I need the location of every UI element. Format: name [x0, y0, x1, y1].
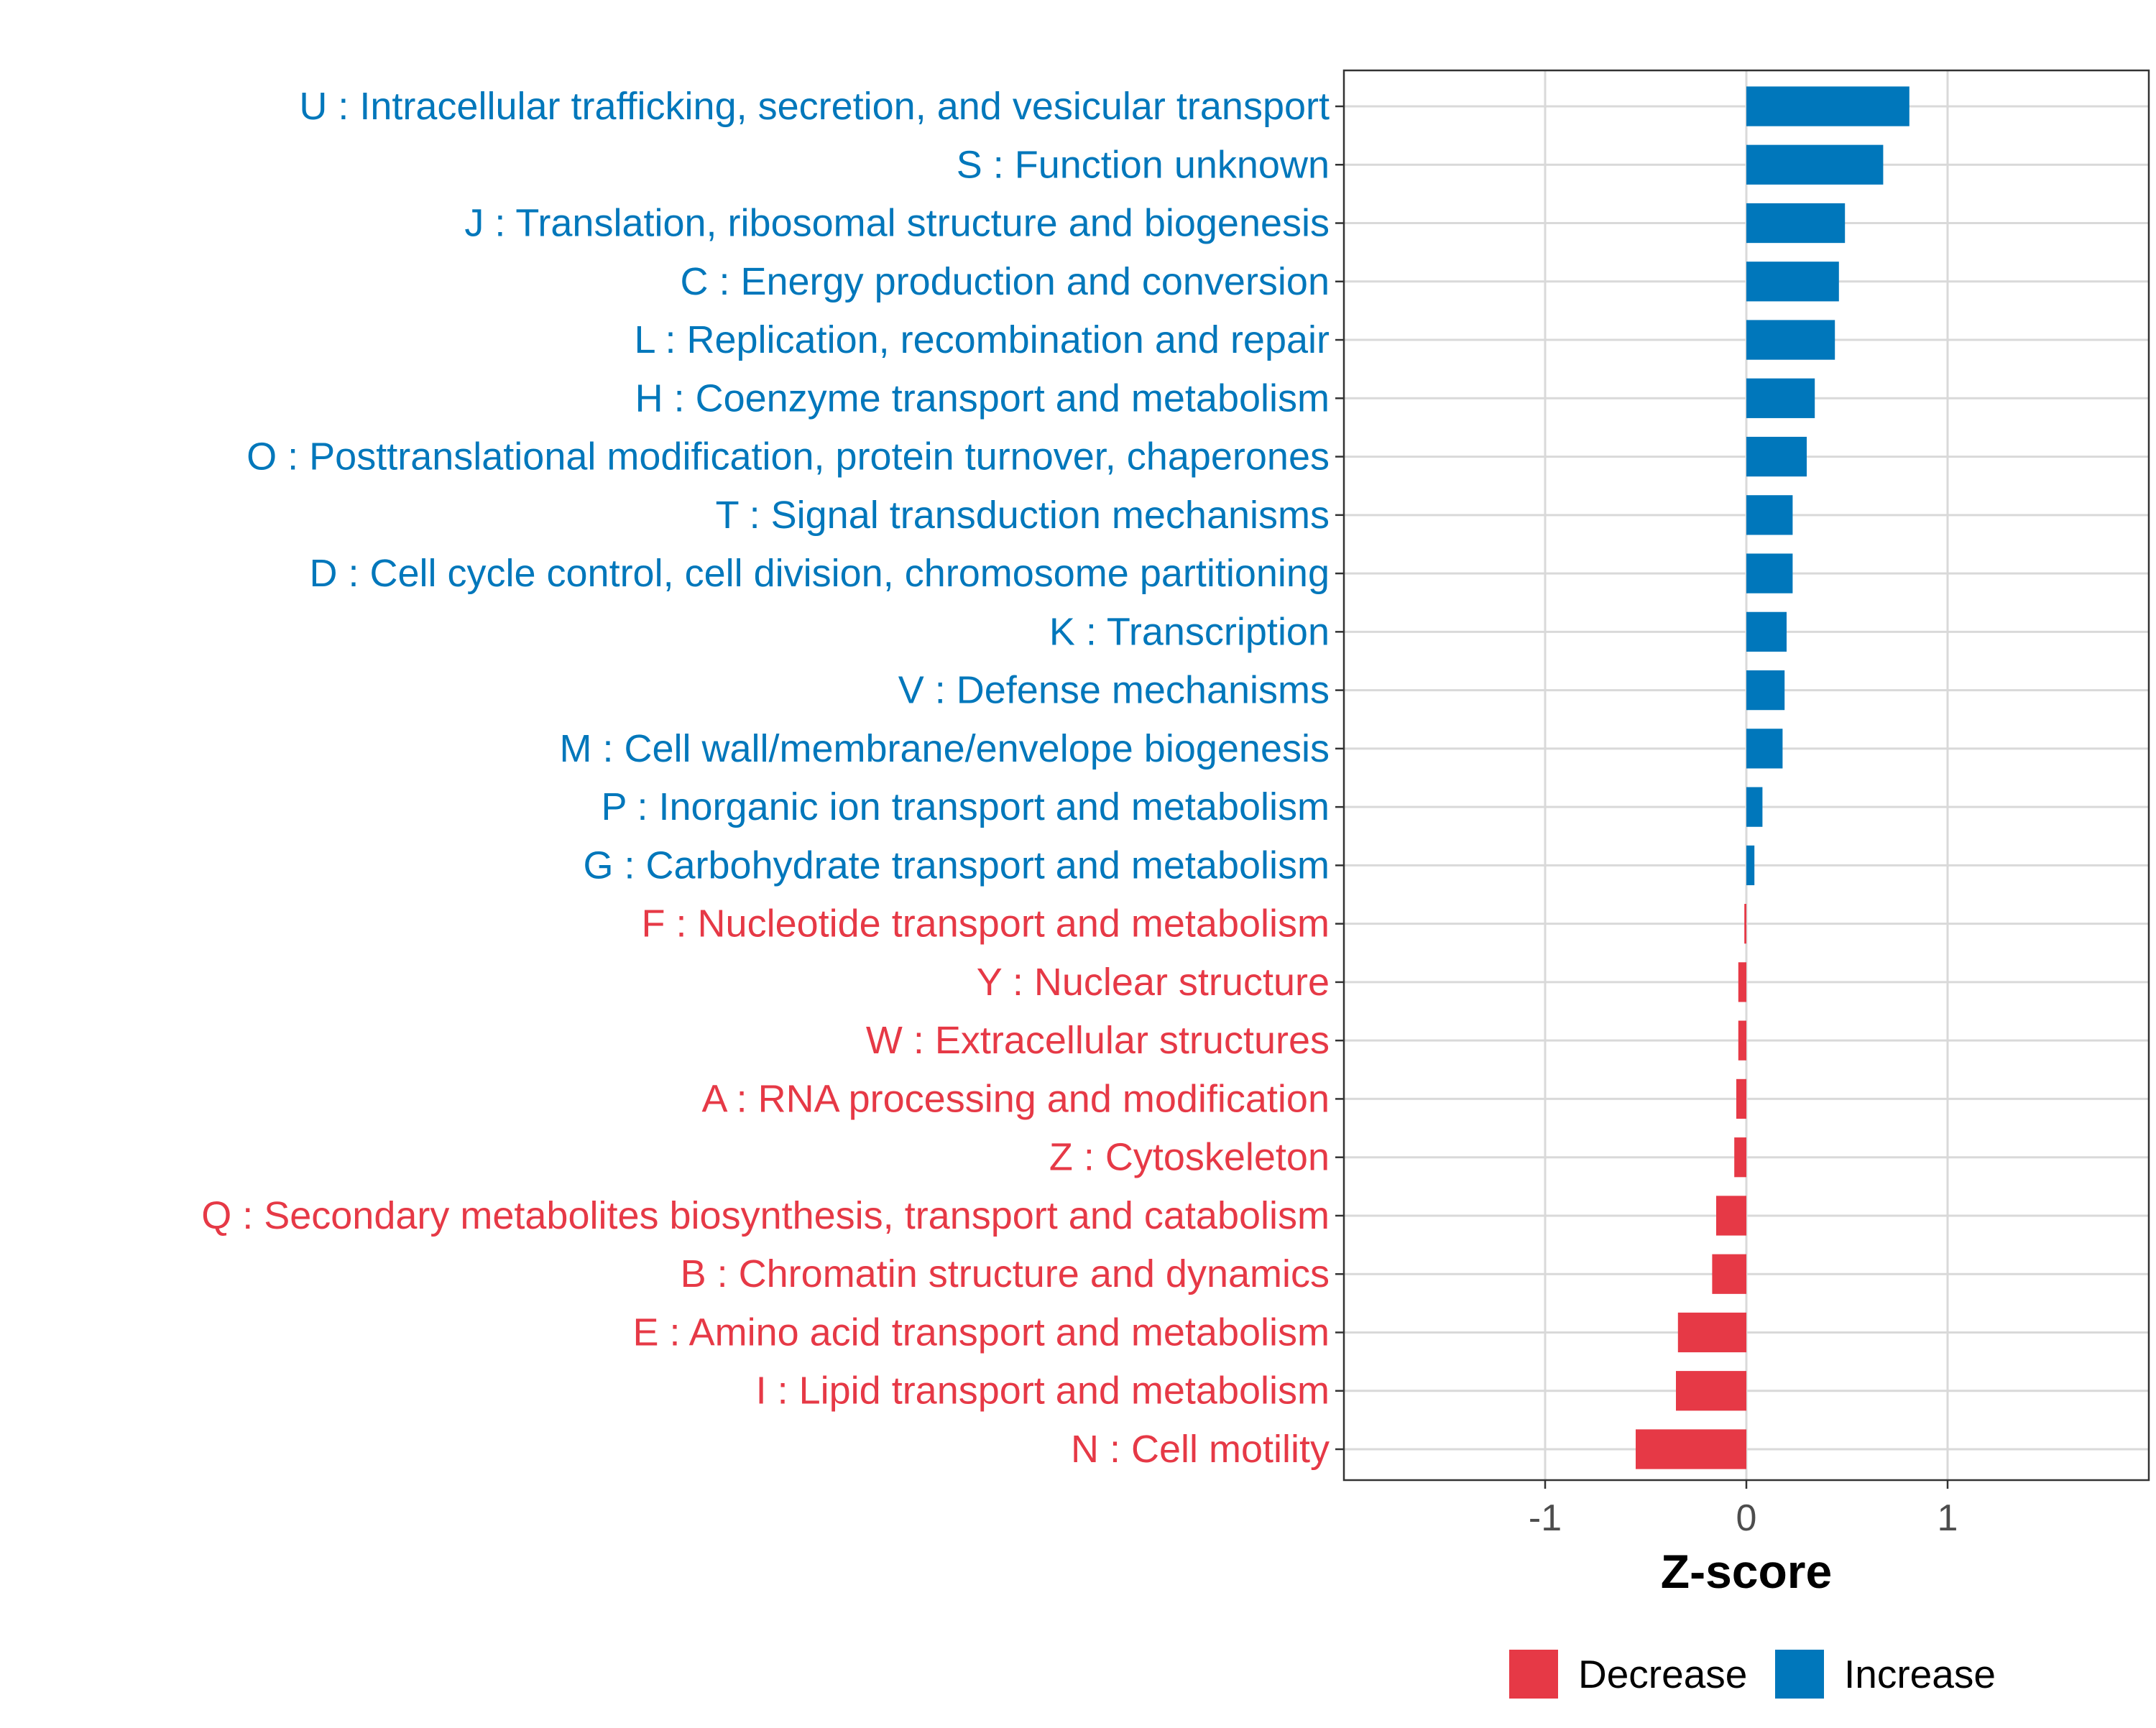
y-axis: U : Intracellular trafficking, secretion…: [201, 85, 1344, 1471]
category-label: F : Nucleotide transport and metabolism: [642, 902, 1330, 946]
bar: [1746, 553, 1793, 593]
category-label: I : Lipid transport and metabolism: [756, 1369, 1330, 1413]
category-label: D : Cell cycle control, cell division, c…: [309, 552, 1330, 595]
bar: [1746, 729, 1783, 769]
category-label: Q : Secondary metabolites biosynthesis, …: [201, 1194, 1330, 1237]
bar: [1746, 670, 1785, 711]
category-label: Z : Cytoskeleton: [1049, 1136, 1330, 1179]
category-label: W : Extracellular structures: [866, 1019, 1330, 1062]
bar: [1746, 845, 1755, 886]
category-label: V : Defense mechanisms: [898, 669, 1330, 712]
x-axis-title: Z-score: [1661, 1545, 1832, 1598]
bar: [1746, 262, 1839, 302]
bar: [1746, 495, 1793, 535]
legend: Decrease Increase: [1509, 1650, 1996, 1699]
bar: [1746, 144, 1884, 185]
category-label: M : Cell wall/membrane/envelope biogenes…: [559, 727, 1330, 770]
bar: [1746, 86, 1909, 126]
bar: [1738, 1020, 1746, 1061]
x-tick-label: 0: [1736, 1497, 1757, 1539]
bar: [1746, 436, 1807, 477]
category-label: E : Amino acid transport and metabolism: [633, 1311, 1330, 1354]
bar: [1746, 320, 1835, 360]
category-label: P : Inorganic ion transport and metaboli…: [601, 785, 1330, 828]
category-label: T : Signal transduction mechanisms: [716, 494, 1330, 537]
legend-swatch-increase: [1775, 1650, 1824, 1699]
bar: [1636, 1429, 1746, 1469]
x-tick-label: -1: [1529, 1497, 1562, 1539]
category-label: A : RNA processing and modification: [702, 1077, 1330, 1120]
bar: [1736, 1078, 1746, 1119]
category-label: L : Replication, recombination and repai…: [634, 318, 1330, 361]
x-tick-label: 1: [1938, 1497, 1958, 1539]
category-label: O : Posttranslational modification, prot…: [247, 435, 1330, 479]
bar: [1746, 611, 1787, 652]
category-label: B : Chromatin structure and dynamics: [681, 1252, 1330, 1295]
category-label: C : Energy production and conversion: [680, 260, 1330, 303]
category-label: G : Carbohydrate transport and metabolis…: [584, 844, 1330, 887]
bar: [1746, 378, 1815, 418]
category-label: U : Intracellular trafficking, secretion…: [299, 85, 1330, 128]
category-label: J : Translation, ribosomal structure and…: [464, 202, 1330, 245]
bar: [1746, 203, 1846, 244]
bar: [1676, 1371, 1746, 1411]
bar: [1744, 904, 1746, 944]
category-label: Y : Nuclear structure: [977, 961, 1330, 1004]
legend-label-decrease: Decrease: [1578, 1652, 1747, 1696]
bars-layer: [1636, 86, 1909, 1469]
bar: [1746, 787, 1763, 827]
legend-swatch-decrease: [1509, 1650, 1558, 1699]
legend-label-increase: Increase: [1844, 1652, 1996, 1696]
category-label: H : Coenzyme transport and metabolism: [635, 376, 1330, 420]
category-label: K : Transcription: [1049, 610, 1330, 653]
bar: [1738, 962, 1746, 1002]
category-label: N : Cell motility: [1071, 1428, 1330, 1471]
bar: [1734, 1137, 1746, 1178]
bar: [1677, 1312, 1746, 1353]
bar: [1716, 1196, 1746, 1236]
x-axis: -1 0 1: [1529, 1480, 1958, 1539]
category-label: S : Function unknown: [957, 143, 1330, 186]
bar: [1712, 1254, 1746, 1294]
